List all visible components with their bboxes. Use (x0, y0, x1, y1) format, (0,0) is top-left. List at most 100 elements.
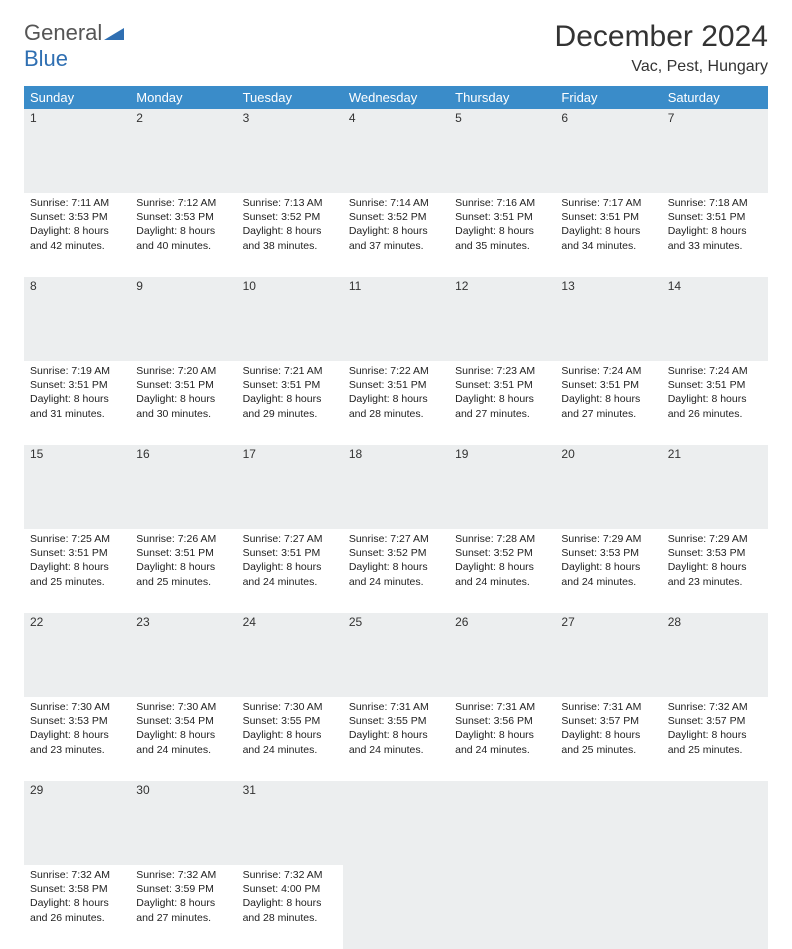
sunrise-text: Sunrise: 7:23 AM (455, 364, 549, 378)
daylight-text: Daylight: 8 hours (136, 728, 230, 742)
daynum-cell: 10 (237, 277, 343, 361)
sunset-text: Sunset: 3:58 PM (30, 882, 124, 896)
sunset-text: Sunset: 3:54 PM (136, 714, 230, 728)
weekday-header: Saturday (662, 86, 768, 109)
daylight-text: Daylight: 8 hours (349, 728, 443, 742)
daylight-text: Daylight: 8 hours (243, 224, 337, 238)
weekday-header-row: Sunday Monday Tuesday Wednesday Thursday… (24, 86, 768, 109)
sunrise-text: Sunrise: 7:19 AM (30, 364, 124, 378)
day-content: Sunrise: 7:20 AMSunset: 3:51 PMDaylight:… (130, 361, 236, 427)
sunrise-text: Sunrise: 7:12 AM (136, 196, 230, 210)
page-title: December 2024 (555, 20, 768, 54)
daylight-text: and 35 minutes. (455, 239, 549, 253)
day-cell: Sunrise: 7:31 AMSunset: 3:56 PMDaylight:… (449, 697, 555, 781)
day-cell: Sunrise: 7:30 AMSunset: 3:53 PMDaylight:… (24, 697, 130, 781)
logo: General Blue (24, 20, 124, 72)
sunset-text: Sunset: 3:51 PM (136, 378, 230, 392)
day-cell: Sunrise: 7:17 AMSunset: 3:51 PMDaylight:… (555, 193, 661, 277)
daylight-text: and 28 minutes. (243, 911, 337, 925)
day-number: 8 (24, 277, 130, 295)
sunrise-text: Sunrise: 7:32 AM (668, 700, 762, 714)
day-content: Sunrise: 7:28 AMSunset: 3:52 PMDaylight:… (449, 529, 555, 595)
day-number: 28 (662, 613, 768, 631)
day-cell: Sunrise: 7:31 AMSunset: 3:55 PMDaylight:… (343, 697, 449, 781)
sunset-text: Sunset: 3:53 PM (30, 210, 124, 224)
daylight-text: and 26 minutes. (30, 911, 124, 925)
daynum-cell: 2 (130, 109, 236, 193)
sunset-text: Sunset: 3:51 PM (243, 378, 337, 392)
day-content: Sunrise: 7:25 AMSunset: 3:51 PMDaylight:… (24, 529, 130, 595)
sunset-text: Sunset: 4:00 PM (243, 882, 337, 896)
day-number: 14 (662, 277, 768, 295)
day-number: 27 (555, 613, 661, 631)
day-number: 17 (237, 445, 343, 463)
sunset-text: Sunset: 3:53 PM (30, 714, 124, 728)
day-cell: Sunrise: 7:11 AMSunset: 3:53 PMDaylight:… (24, 193, 130, 277)
daylight-text: and 34 minutes. (561, 239, 655, 253)
daylight-text: and 25 minutes. (668, 743, 762, 757)
daynum-cell: 25 (343, 613, 449, 697)
daynum-cell: 29 (24, 781, 130, 865)
content-row: Sunrise: 7:19 AMSunset: 3:51 PMDaylight:… (24, 361, 768, 445)
day-content: Sunrise: 7:14 AMSunset: 3:52 PMDaylight:… (343, 193, 449, 259)
daylight-text: and 27 minutes. (455, 407, 549, 421)
day-cell: Sunrise: 7:24 AMSunset: 3:51 PMDaylight:… (555, 361, 661, 445)
sunrise-text: Sunrise: 7:31 AM (349, 700, 443, 714)
weekday-header: Monday (130, 86, 236, 109)
sunset-text: Sunset: 3:51 PM (349, 378, 443, 392)
sunrise-text: Sunrise: 7:14 AM (349, 196, 443, 210)
daylight-text: and 23 minutes. (30, 743, 124, 757)
daynum-cell: 30 (130, 781, 236, 865)
day-content: Sunrise: 7:29 AMSunset: 3:53 PMDaylight:… (662, 529, 768, 595)
sunset-text: Sunset: 3:51 PM (455, 378, 549, 392)
daynum-cell (449, 781, 555, 865)
daylight-text: Daylight: 8 hours (668, 224, 762, 238)
day-cell: Sunrise: 7:29 AMSunset: 3:53 PMDaylight:… (662, 529, 768, 613)
sunrise-text: Sunrise: 7:31 AM (561, 700, 655, 714)
content-row: Sunrise: 7:25 AMSunset: 3:51 PMDaylight:… (24, 529, 768, 613)
sunrise-text: Sunrise: 7:18 AM (668, 196, 762, 210)
day-content: Sunrise: 7:17 AMSunset: 3:51 PMDaylight:… (555, 193, 661, 259)
day-cell: Sunrise: 7:27 AMSunset: 3:52 PMDaylight:… (343, 529, 449, 613)
sunset-text: Sunset: 3:52 PM (455, 546, 549, 560)
content-row: Sunrise: 7:32 AM Sunset: 3:58 PM Daylight:… (24, 865, 768, 949)
day-content: Sunrise: 7:30 AMSunset: 3:54 PMDaylight:… (130, 697, 236, 763)
daylight-text: and 37 minutes. (349, 239, 443, 253)
day-content: Sunrise: 7:26 AMSunset: 3:51 PMDaylight:… (130, 529, 236, 595)
day-content: Sunrise: 7:30 AMSunset: 3:53 PMDaylight:… (24, 697, 130, 763)
day-number: 4 (343, 109, 449, 127)
sunset-text: Sunset: 3:53 PM (136, 210, 230, 224)
day-cell (662, 865, 768, 949)
daylight-text: Daylight: 8 hours (136, 560, 230, 574)
daynum-row: 891011121314 (24, 277, 768, 361)
sunrise-text: Sunrise: 7:11 AM (30, 196, 124, 210)
daylight-text: and 24 minutes. (243, 743, 337, 757)
day-cell: Sunrise: 7:26 AMSunset: 3:51 PMDaylight:… (130, 529, 236, 613)
sunset-text: Sunset: 3:55 PM (243, 714, 337, 728)
day-cell: Sunrise: 7:25 AMSunset: 3:51 PMDaylight:… (24, 529, 130, 613)
daylight-text: and 24 minutes. (349, 575, 443, 589)
daynum-cell: 15 (24, 445, 130, 529)
day-content: Sunrise: 7:12 AMSunset: 3:53 PMDaylight:… (130, 193, 236, 259)
day-cell (449, 865, 555, 949)
day-cell: Sunrise: 7:21 AMSunset: 3:51 PMDaylight:… (237, 361, 343, 445)
day-cell (555, 865, 661, 949)
sunset-text: Sunset: 3:53 PM (668, 546, 762, 560)
logo-text: General Blue (24, 20, 124, 72)
sunrise-text: Sunrise: 7:27 AM (349, 532, 443, 546)
daylight-text: and 25 minutes. (136, 575, 230, 589)
daylight-text: Daylight: 8 hours (243, 896, 337, 910)
calendar-table: Sunday Monday Tuesday Wednesday Thursday… (24, 86, 768, 949)
daylight-text: Daylight: 8 hours (561, 560, 655, 574)
sunrise-text: Sunrise: 7:32 AM (243, 868, 337, 882)
sunrise-text: Sunrise: 7:30 AM (30, 700, 124, 714)
content-row: Sunrise: 7:30 AMSunset: 3:53 PM Daylight:… (24, 697, 768, 781)
day-number: 11 (343, 277, 449, 295)
daynum-cell: 23 (130, 613, 236, 697)
day-cell: Sunrise: 7:12 AMSunset: 3:53 PMDaylight:… (130, 193, 236, 277)
weekday-header: Thursday (449, 86, 555, 109)
daynum-cell: 14 (662, 277, 768, 361)
day-content: Sunrise: 7:21 AMSunset: 3:51 PMDaylight:… (237, 361, 343, 427)
day-number: 31 (237, 781, 343, 799)
sunrise-text: Sunrise: 7:29 AM (668, 532, 762, 546)
